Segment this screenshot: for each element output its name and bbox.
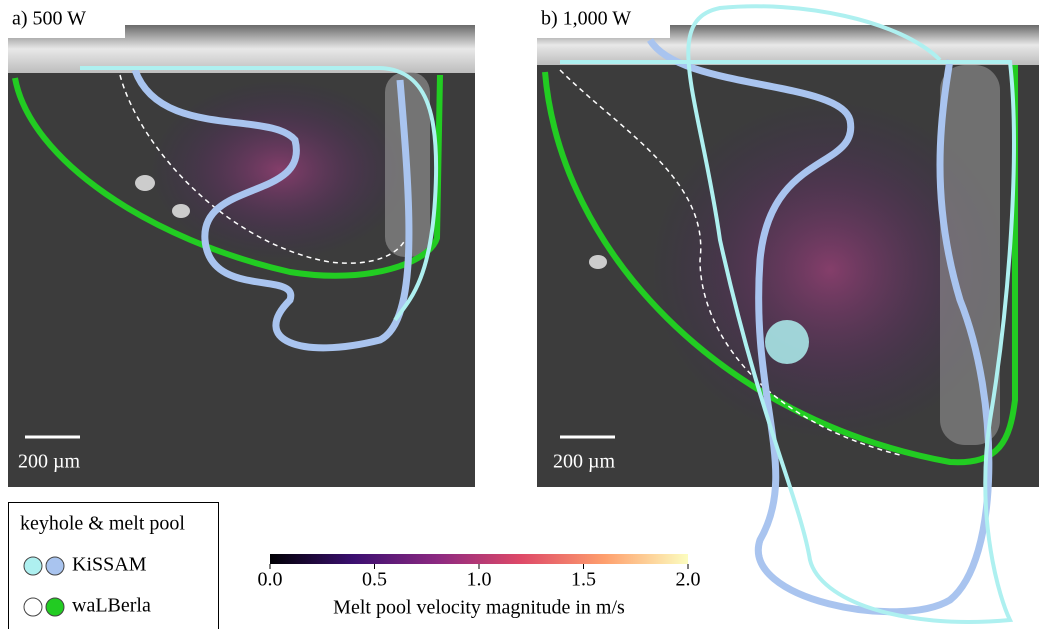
pore — [135, 175, 155, 191]
legend-label: waLBerla — [72, 595, 151, 617]
page: a) 500 W 200 µm b) 1,000 W 200 µm keyhol… — [0, 0, 1039, 629]
colorbar-tick-label: 2.0 — [676, 569, 701, 591]
flow-field — [150, 80, 410, 260]
legend-swatch — [24, 598, 42, 616]
legend-title: keyhole & melt pool — [20, 513, 185, 535]
legend: keyhole & melt pool KiSSAM waLBerla — [9, 503, 219, 629]
scale-bar-label: 200 µm — [553, 451, 616, 473]
colorbar-tick-label: 1.5 — [571, 569, 596, 591]
colorbar-gradient — [270, 554, 688, 564]
colorbar-tick-label: 0.5 — [362, 569, 387, 591]
figure: a) 500 W 200 µm b) 1,000 W 200 µm keyhol… — [0, 0, 1039, 629]
scale-bar-label: 200 µm — [18, 451, 81, 473]
colorbar-tick-label: 0.0 — [258, 569, 283, 591]
panel-b: b) 1,000 W 200 µm — [537, 0, 1039, 622]
panel-a: a) 500 W 200 µm — [8, 0, 475, 487]
legend-label: KiSSAM — [72, 554, 147, 576]
legend-swatch — [46, 598, 64, 616]
panel-label: b) 1,000 W — [541, 8, 631, 30]
colorbar-label: Melt pool velocity magnitude in m/s — [333, 597, 625, 619]
legend-swatch — [24, 557, 42, 575]
colorbar: Melt pool velocity magnitude in m/s 0.0 0… — [258, 554, 701, 619]
colorbar-tick-label: 1.0 — [467, 569, 492, 591]
pore — [172, 204, 190, 218]
panel-label: a) 500 W — [12, 8, 86, 30]
pore — [765, 320, 809, 364]
legend-swatch — [46, 557, 64, 575]
pore — [589, 255, 607, 269]
